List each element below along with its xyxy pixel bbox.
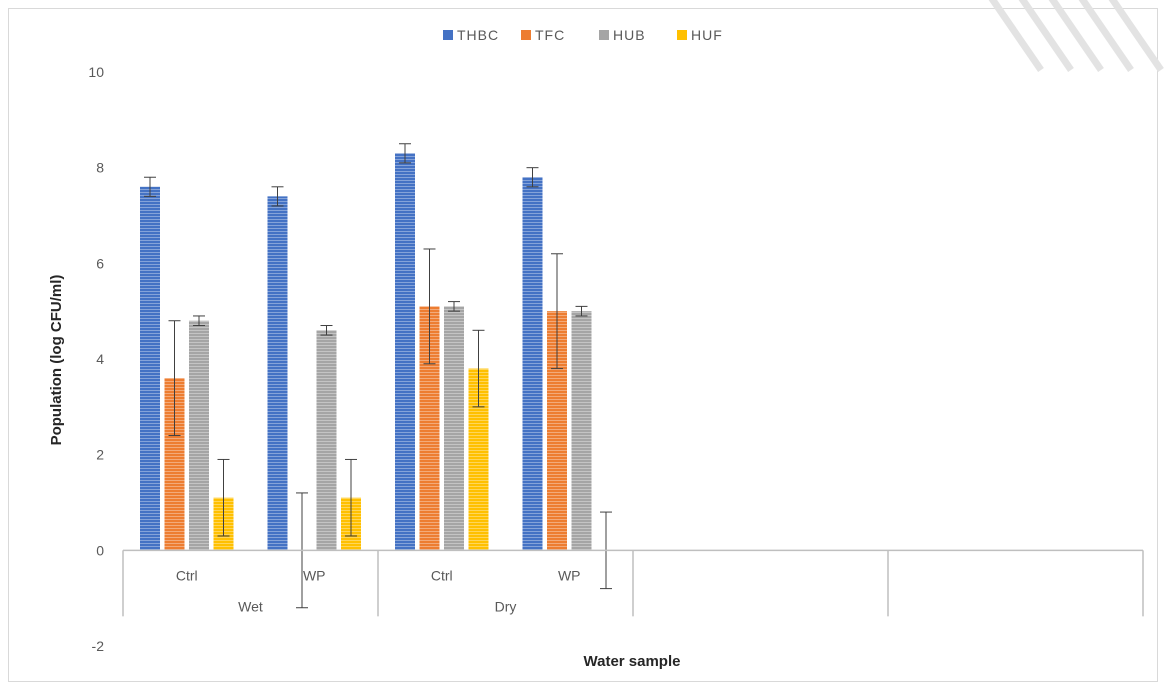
legend: THBC TFC HUB HUF [443, 27, 723, 43]
y-tick-label: 2 [96, 447, 104, 463]
legend-item: HUB [599, 27, 646, 43]
legend-label: HUF [691, 27, 723, 43]
error-bar [217, 458, 230, 537]
bar-texture [267, 196, 288, 551]
y-tick-label: 0 [96, 542, 104, 558]
bar-texture [522, 177, 543, 551]
error-bar [193, 315, 205, 327]
x-tick-label: WP [303, 567, 326, 583]
legend-label: THBC [457, 27, 499, 43]
group-label: Wet [238, 598, 263, 614]
legend-swatch [443, 30, 453, 40]
chart-frame [8, 8, 1158, 682]
error-bar [271, 186, 284, 207]
error-bar [399, 143, 411, 164]
y-tick-label: 6 [96, 255, 104, 271]
group-label: Dry [495, 598, 517, 614]
legend-swatch [677, 30, 687, 40]
x-tick-label: WP [558, 567, 581, 583]
legend-item: TFC [521, 27, 565, 43]
y-tick-label: -2 [92, 638, 105, 654]
plot-area [140, 143, 612, 609]
bar-texture [140, 186, 160, 551]
legend-item: HUF [677, 27, 723, 43]
error-bar [320, 325, 333, 336]
bar-texture [419, 306, 440, 551]
bar-texture [444, 306, 464, 551]
bar-texture [547, 311, 567, 551]
bar-texture [164, 378, 185, 551]
bar-texture [189, 320, 209, 551]
error-bar [472, 329, 485, 408]
error-bar [575, 305, 588, 317]
error-bar [526, 167, 539, 188]
legend-swatch [599, 30, 609, 40]
bar-texture [468, 368, 489, 551]
y-tick-label: 8 [96, 160, 104, 176]
x-tick-label: Ctrl [431, 567, 453, 583]
x-axis: Ctrl WP Ctrl WP Wet Dry [122, 549, 1144, 617]
watermark-graphic [988, 0, 1164, 72]
y-axis: -2 0 2 4 6 8 10 [88, 64, 104, 654]
legend-label: HUB [613, 27, 646, 43]
error-bar [448, 301, 460, 312]
legend-item: THBC [443, 27, 499, 43]
y-tick-label: 10 [88, 64, 104, 80]
bar-texture [316, 330, 337, 551]
error-bar [423, 248, 436, 365]
error-bar [345, 458, 357, 537]
error-bar [168, 320, 181, 437]
legend-label: TFC [535, 27, 565, 43]
error-bar [551, 253, 563, 370]
y-axis-label: Population (log CFU/ml) [48, 275, 65, 446]
error-bar [144, 176, 156, 197]
x-axis-label: Water sample [584, 653, 681, 670]
legend-swatch [521, 30, 531, 40]
bar-texture [571, 311, 592, 551]
x-tick-label: Ctrl [176, 567, 198, 583]
y-tick-label: 4 [96, 351, 104, 367]
bar-texture [395, 153, 415, 551]
